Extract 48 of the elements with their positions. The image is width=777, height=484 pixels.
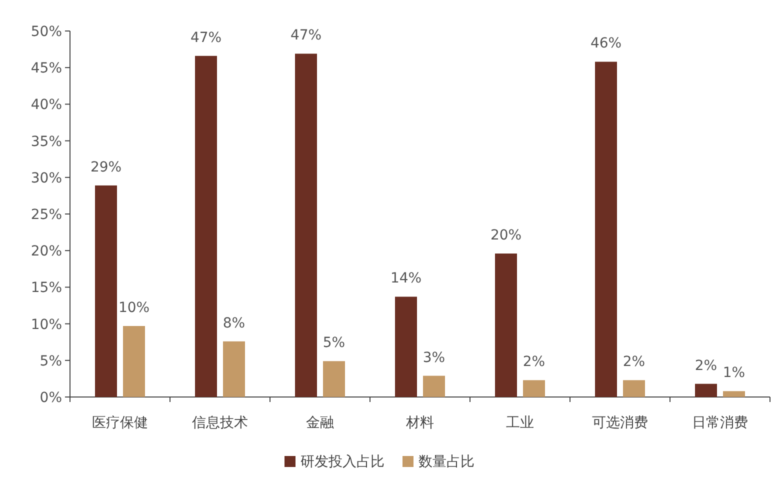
bar [723, 391, 745, 397]
data-label: 3% [422, 350, 446, 366]
data-label: 2% [622, 354, 646, 370]
y-tick-label: 45% [30, 60, 62, 77]
data-label: 20% [490, 228, 522, 244]
x-tick-label: 信息技术 [192, 415, 248, 431]
bar [423, 376, 445, 397]
bar [495, 254, 517, 397]
data-label: 1% [722, 365, 746, 382]
bar [195, 56, 217, 397]
x-tick-label: 材料 [405, 415, 434, 431]
data-label: 2% [694, 358, 718, 374]
bar [95, 185, 117, 397]
x-tick-label: 日常消费 [692, 415, 748, 431]
x-tick-label: 可选消费 [592, 415, 648, 431]
data-label: 5% [322, 335, 346, 352]
data-label: 8% [222, 315, 246, 332]
legend-label: 研发投入占比 [300, 454, 384, 470]
data-label: 2% [522, 354, 546, 370]
y-tick-label: 5% [40, 353, 62, 370]
bar [695, 384, 717, 397]
y-tick-label: 0% [40, 390, 62, 406]
bar [323, 361, 345, 397]
x-tick-label: 工业 [506, 415, 534, 431]
y-tick-label: 50% [30, 24, 62, 40]
x-tick-label: 医疗保健 [92, 415, 148, 431]
data-label: 47% [290, 28, 322, 44]
bar [595, 62, 617, 397]
y-tick-label: 20% [30, 244, 62, 260]
data-label: 47% [190, 30, 222, 46]
y-tick-label: 40% [30, 97, 62, 114]
data-label: 14% [390, 270, 422, 287]
legend-label: 数量占比 [418, 454, 474, 470]
bar [295, 54, 317, 397]
bar [523, 380, 545, 397]
x-tick-label: 金融 [306, 415, 334, 431]
bar [395, 296, 417, 397]
y-tick-label: 15% [30, 280, 62, 296]
y-tick-label: 35% [30, 134, 62, 150]
y-tick-label: 10% [30, 316, 62, 333]
data-label: 29% [90, 159, 122, 176]
y-tick-label: 25% [30, 207, 62, 223]
bar [123, 326, 145, 397]
bar [623, 380, 645, 397]
data-label: 46% [590, 36, 622, 52]
bar [223, 341, 245, 397]
data-label: 10% [118, 300, 150, 316]
y-tick-label: 30% [30, 170, 62, 186]
